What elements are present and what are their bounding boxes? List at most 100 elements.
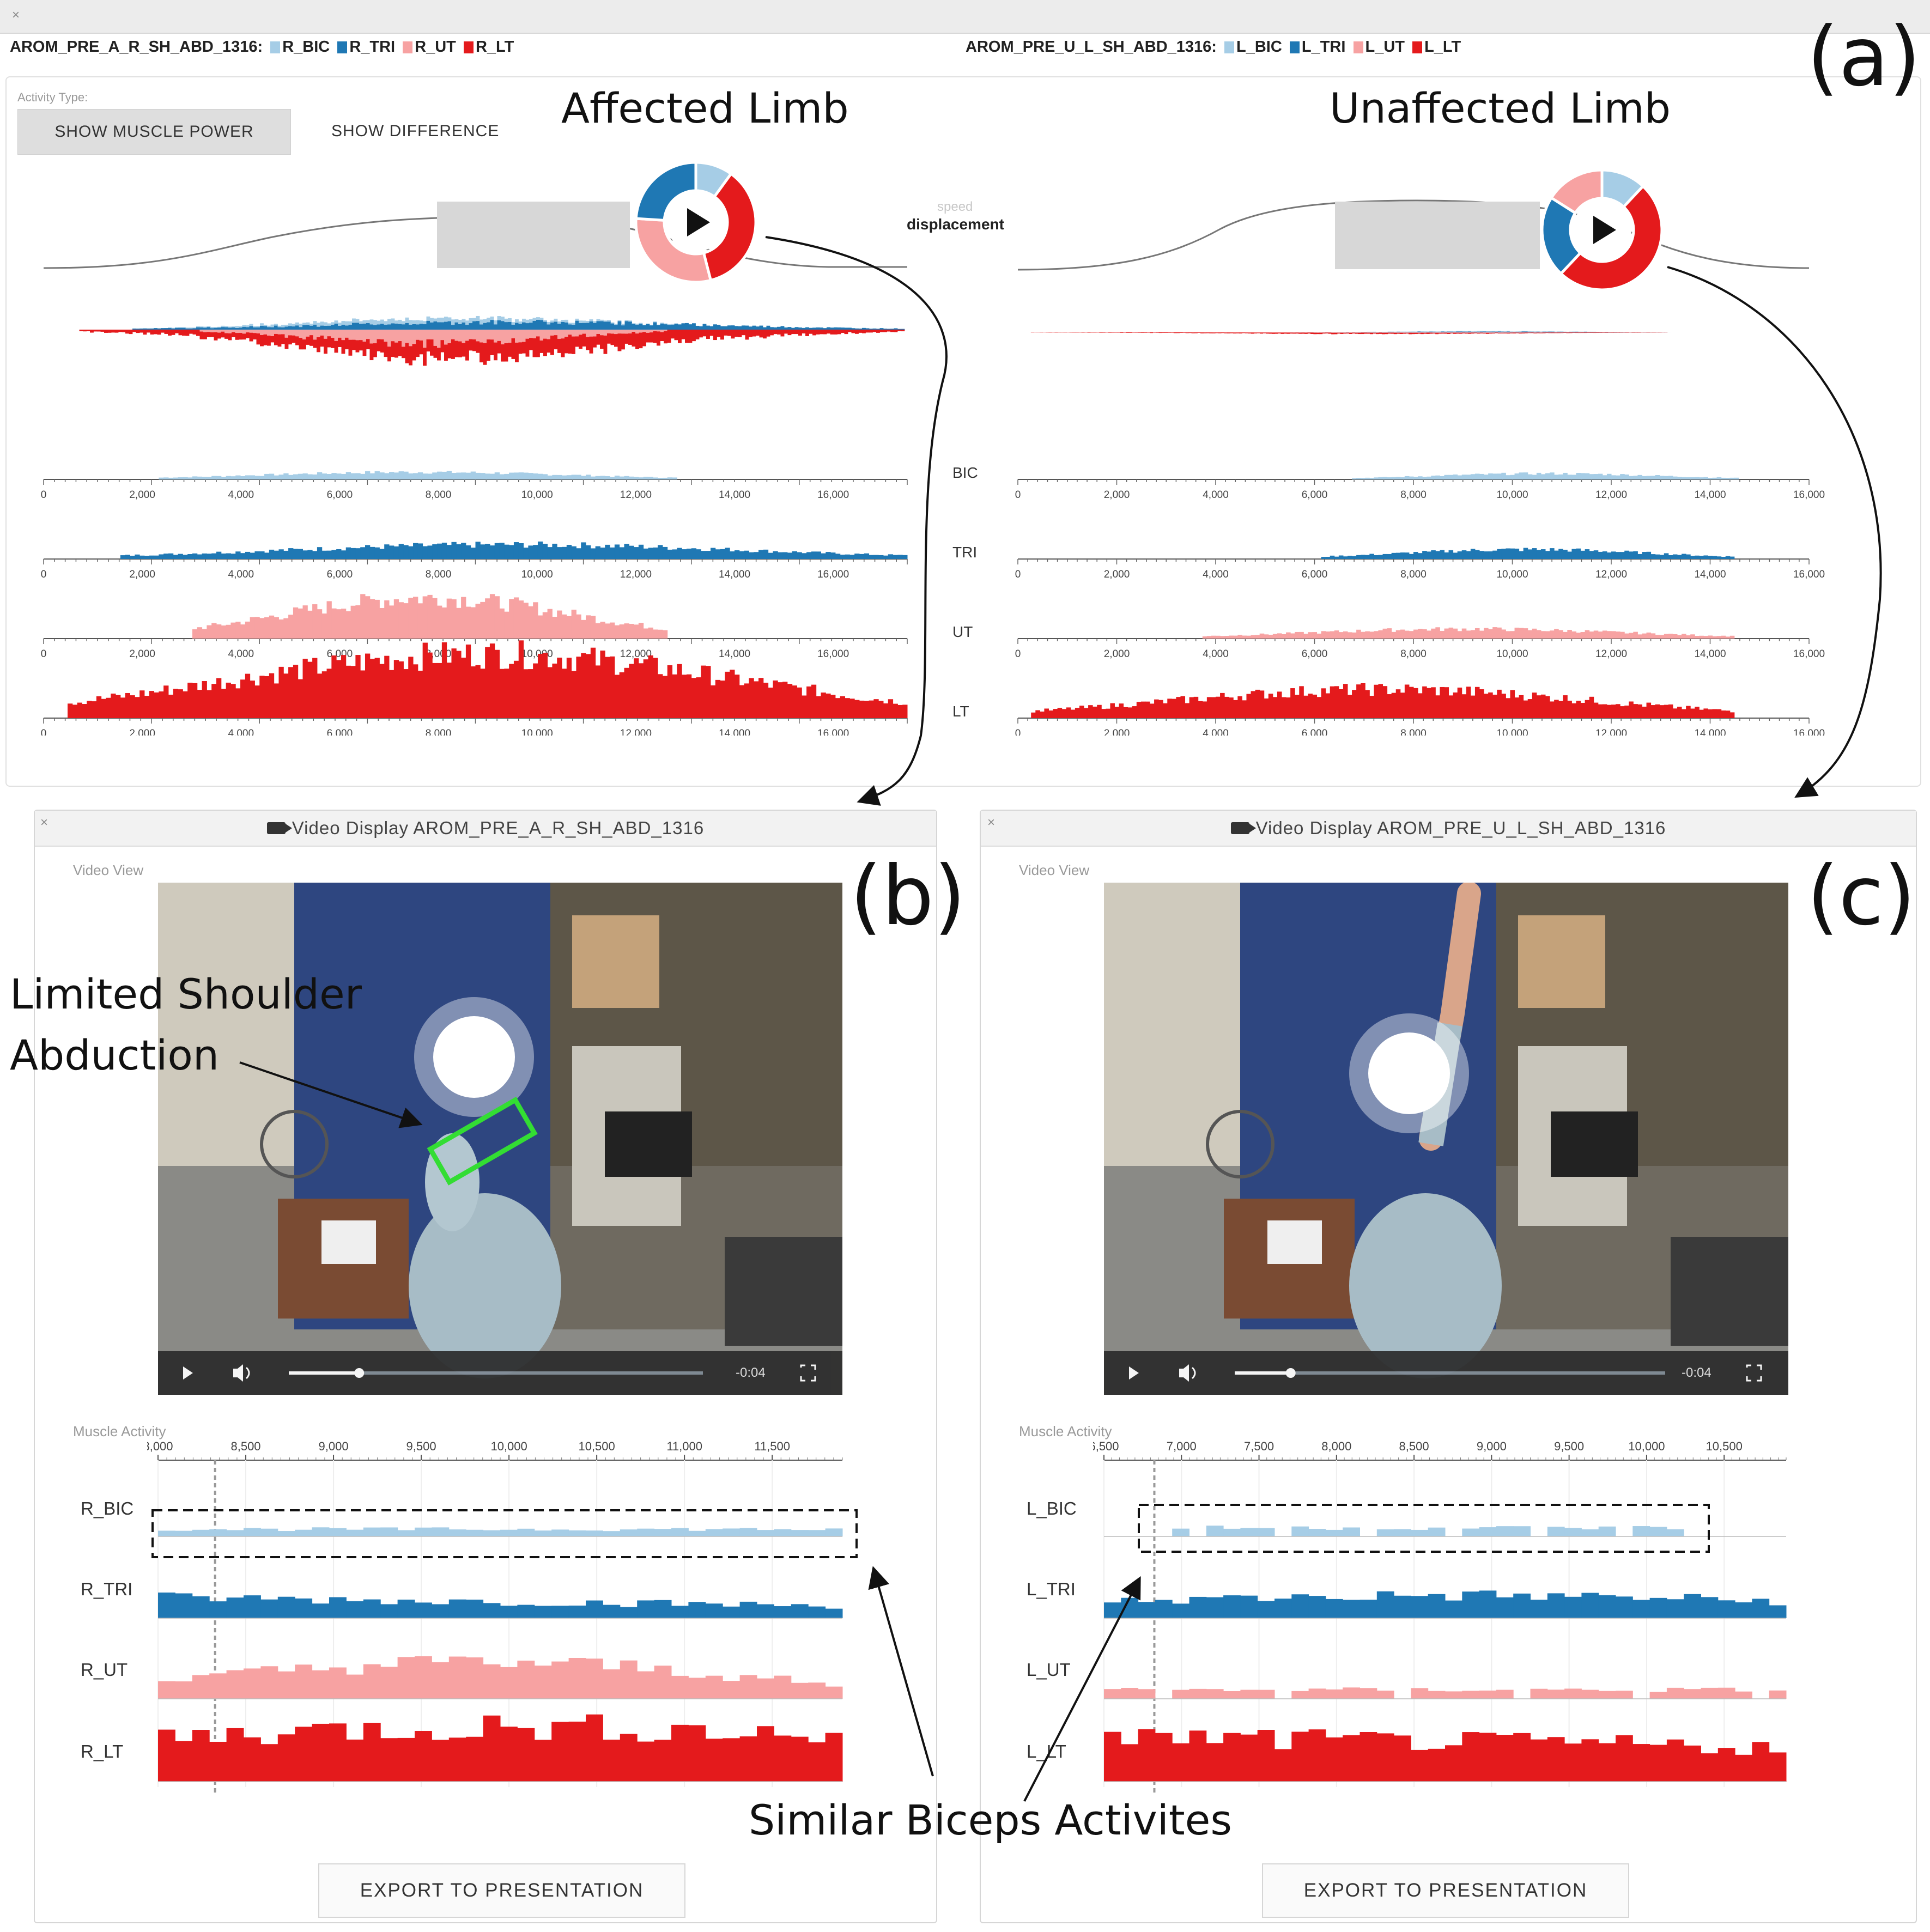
export-to-presentation-button[interactable]: EXPORT TO PRESENTATION bbox=[1262, 1863, 1629, 1918]
mirror-bar bbox=[735, 330, 738, 337]
activity-bar bbox=[277, 1531, 295, 1536]
unaffected-time-brush[interactable] bbox=[1335, 202, 1540, 269]
volume-icon[interactable] bbox=[233, 1364, 250, 1382]
histogram-bar bbox=[1453, 474, 1458, 479]
activity-bar bbox=[1172, 1743, 1189, 1782]
activity-bar bbox=[534, 1606, 552, 1618]
histogram-bar bbox=[360, 473, 366, 479]
volume-icon[interactable] bbox=[1179, 1364, 1196, 1382]
histogram-bar bbox=[1492, 695, 1497, 718]
close-icon[interactable]: × bbox=[987, 815, 996, 830]
mirror-bar bbox=[362, 330, 367, 342]
activity-bar bbox=[791, 1682, 809, 1699]
activity-bar bbox=[1172, 1528, 1189, 1536]
close-icon[interactable]: × bbox=[40, 815, 48, 830]
activity-bar bbox=[1428, 1594, 1446, 1618]
mirror-bar bbox=[1519, 331, 1522, 332]
fullscreen-icon[interactable] bbox=[800, 1364, 816, 1382]
mirror-bar bbox=[1584, 332, 1587, 333]
histogram-bar bbox=[1132, 706, 1137, 718]
affected-time-brush[interactable] bbox=[437, 202, 630, 268]
shoulder-highlight-box bbox=[427, 1096, 538, 1186]
mirror-bar bbox=[1248, 332, 1252, 334]
mirror-bar bbox=[561, 321, 565, 330]
mirror-bar bbox=[395, 330, 398, 343]
histogram-bar bbox=[509, 664, 514, 718]
mirror-bar bbox=[639, 324, 643, 330]
play-icon[interactable] bbox=[183, 1366, 193, 1380]
play-icon[interactable] bbox=[687, 208, 710, 236]
histogram-bar bbox=[1532, 628, 1537, 639]
play-icon[interactable] bbox=[1593, 216, 1616, 244]
mirror-bar bbox=[557, 324, 561, 330]
metric-speed[interactable]: speed bbox=[937, 199, 973, 214]
tick-label: 0 bbox=[1015, 728, 1021, 736]
mirror-bar bbox=[480, 342, 483, 363]
mirror-bar bbox=[1411, 331, 1415, 332]
fullscreen-icon[interactable] bbox=[1746, 1364, 1762, 1382]
mirror-bar bbox=[430, 339, 434, 356]
histogram-bar bbox=[1540, 474, 1546, 479]
video-player-affected[interactable] bbox=[158, 883, 842, 1395]
activity-bar bbox=[808, 1606, 826, 1618]
histogram-bar bbox=[806, 686, 812, 718]
show-muscle-power-button[interactable]: SHOW MUSCLE POWER bbox=[17, 109, 291, 155]
mirror-bar bbox=[1307, 332, 1311, 334]
export-to-presentation-button[interactable]: EXPORT TO PRESENTATION bbox=[318, 1863, 685, 1918]
histogram-bar bbox=[293, 665, 299, 718]
mirror-bar bbox=[338, 325, 342, 330]
video-seek-track[interactable] bbox=[289, 1371, 703, 1375]
histogram-bar bbox=[1646, 551, 1652, 559]
mirror-bar bbox=[529, 338, 533, 350]
histogram-bar bbox=[1466, 630, 1471, 639]
histogram-bar bbox=[1479, 689, 1484, 718]
show-difference-button[interactable]: SHOW DIFFERENCE bbox=[331, 122, 500, 140]
play-icon[interactable] bbox=[1129, 1366, 1139, 1380]
unaffected-muscle-donut[interactable] bbox=[1540, 168, 1664, 291]
histogram-bar bbox=[1655, 475, 1660, 479]
activity-bar bbox=[586, 1530, 603, 1536]
mirror-bar bbox=[1203, 332, 1207, 333]
tick-label: 6,500 bbox=[1093, 1439, 1119, 1453]
video-seek-track[interactable] bbox=[1235, 1371, 1665, 1375]
mirror-bar bbox=[1444, 332, 1448, 334]
affected-muscle-donut[interactable] bbox=[634, 163, 757, 284]
histogram-bar bbox=[408, 546, 414, 559]
activity-bar bbox=[620, 1660, 638, 1699]
close-icon[interactable]: × bbox=[12, 8, 20, 22]
video-seek-handle[interactable] bbox=[354, 1368, 365, 1378]
histogram-bar bbox=[811, 551, 817, 559]
histogram-bar bbox=[1620, 552, 1625, 559]
mirror-bar bbox=[1343, 332, 1346, 333]
tick-label: 12,000 bbox=[1595, 569, 1627, 580]
video-window-title-bar[interactable]: Video Display AROM_PRE_U_L_SH_ABD_1316 bbox=[981, 811, 1916, 847]
metric-displacement[interactable]: displacement bbox=[907, 216, 1004, 233]
video-window-title-bar[interactable]: Video Display AROM_PRE_A_R_SH_ABD_1316 bbox=[35, 811, 936, 847]
histogram-bar bbox=[283, 473, 289, 479]
activity-bar bbox=[1343, 1527, 1360, 1536]
histogram-bar bbox=[1686, 554, 1691, 559]
tick-label: 14,000 bbox=[1694, 648, 1726, 660]
mirror-bar bbox=[490, 339, 494, 355]
histogram-bar bbox=[504, 544, 509, 559]
histogram-bar bbox=[274, 617, 279, 639]
histogram-bar bbox=[302, 550, 308, 559]
histogram-bar bbox=[197, 476, 203, 479]
mirror-bar bbox=[515, 323, 519, 330]
tick-label: 16,000 bbox=[817, 648, 849, 660]
histogram-bar bbox=[1633, 551, 1638, 559]
histogram-bar bbox=[1321, 631, 1326, 639]
histogram-bar bbox=[547, 609, 553, 639]
tick-label: 4,000 bbox=[228, 728, 254, 736]
video-seek-handle[interactable] bbox=[1285, 1368, 1296, 1378]
video-player-unaffected[interactable] bbox=[1104, 883, 1788, 1395]
activity-bar bbox=[1428, 1748, 1446, 1782]
histogram-bar bbox=[730, 551, 735, 559]
mirror-bar bbox=[586, 337, 590, 350]
mirror-bar bbox=[887, 330, 891, 332]
histogram-bar bbox=[830, 695, 836, 718]
mirror-bar bbox=[1426, 331, 1430, 332]
mirror-bar bbox=[249, 330, 253, 333]
histogram-bar bbox=[1721, 710, 1726, 718]
mirror-bar bbox=[469, 339, 473, 351]
